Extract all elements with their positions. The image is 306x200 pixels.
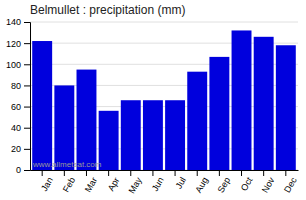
tick: 80 [11, 81, 30, 91]
axis-line [24, 23, 31, 171]
tick-mark [24, 149, 30, 150]
tick-mark [263, 170, 264, 176]
tick-mark [42, 170, 43, 176]
tick-mark [24, 22, 30, 23]
tick-label: Apr [106, 176, 122, 193]
tick: Jul [174, 170, 188, 191]
bar [99, 111, 119, 170]
tick: Sep [216, 170, 233, 194]
tick-mark [219, 170, 220, 176]
tick-label: 20 [11, 144, 21, 154]
tick: 140 [6, 17, 30, 27]
tick-mark [24, 128, 30, 129]
tick-label: 80 [11, 81, 21, 91]
chart-svg: 0 20 40 60 80 100 120 140 Jan Feb Mar AprMay Jun Jul A… [0, 0, 306, 200]
tick-mark [24, 170, 30, 171]
tick: 0 [16, 165, 30, 175]
bar [276, 45, 296, 170]
tick: 20 [11, 144, 30, 154]
tick-label: 40 [11, 123, 21, 133]
tick: 40 [11, 123, 30, 133]
bar [77, 70, 97, 170]
tick-mark [152, 170, 153, 176]
tick-mark [24, 85, 30, 86]
tick: Dec [282, 170, 299, 194]
tick: 100 [6, 60, 30, 70]
tick-mark [24, 107, 30, 108]
tick-label: 60 [11, 102, 21, 112]
tick-label: Dec [282, 175, 299, 194]
bar [165, 100, 185, 170]
bar [209, 57, 229, 170]
tick: Aug [193, 170, 210, 194]
tick-mark [24, 64, 30, 65]
bar [121, 100, 141, 170]
tick-label: Nov [260, 175, 277, 194]
tick-label: Oct [239, 175, 255, 193]
grid [30, 22, 298, 170]
tick-label: Jan [39, 176, 55, 194]
tick-label: 0 [16, 165, 21, 175]
tick: Feb [61, 170, 77, 194]
tick-mark [241, 170, 242, 176]
tick-label: Aug [193, 176, 210, 195]
tick-mark [130, 170, 131, 176]
bar [143, 100, 163, 170]
chart-container: 0 20 40 60 80 100 120 140 Jan Feb Mar AprMay Jun Jul A… [0, 0, 306, 200]
tick: Nov [260, 170, 277, 194]
axis-line [31, 170, 299, 171]
tick: 60 [11, 102, 30, 112]
bar [187, 72, 207, 170]
bar [32, 41, 52, 170]
tick-label: 100 [6, 60, 21, 70]
tick-mark [64, 170, 65, 176]
tick-mark [197, 170, 198, 176]
annotation: www.allmetsat.com [32, 160, 102, 169]
grid-line [30, 22, 298, 23]
tick-label: 140 [6, 17, 21, 27]
tick-mark [175, 170, 176, 176]
tick: Jun [150, 170, 166, 193]
tick-label: 120 [6, 39, 21, 49]
tick: Jan [39, 170, 55, 193]
tick-mark [24, 43, 30, 44]
tick-label: Mar [83, 176, 99, 194]
tick: May [126, 170, 143, 195]
tick: Mar [83, 170, 99, 194]
y-axis: 0 20 40 60 80 100 120 140 [6, 17, 31, 175]
tick: 120 [6, 39, 30, 49]
tick-mark [285, 170, 286, 176]
tick-label: Feb [61, 176, 77, 194]
bar [254, 37, 274, 170]
title: Belmullet : precipitation (mm) [30, 3, 185, 17]
tick-mark [86, 170, 87, 176]
bar [232, 30, 252, 170]
x-axis: Jan Feb Mar AprMay Jun Jul Aug Sep Oct Nov Dec [31, 170, 299, 195]
bars [32, 30, 296, 170]
tick-label: Jul [174, 176, 188, 191]
bar [54, 85, 74, 170]
tick-label: Sep [216, 176, 233, 195]
tick: Oct [239, 170, 255, 193]
tick: Apr [106, 170, 122, 193]
tick-label: Jun [150, 176, 166, 194]
tick-label: May [126, 175, 143, 195]
tick-mark [108, 170, 109, 176]
